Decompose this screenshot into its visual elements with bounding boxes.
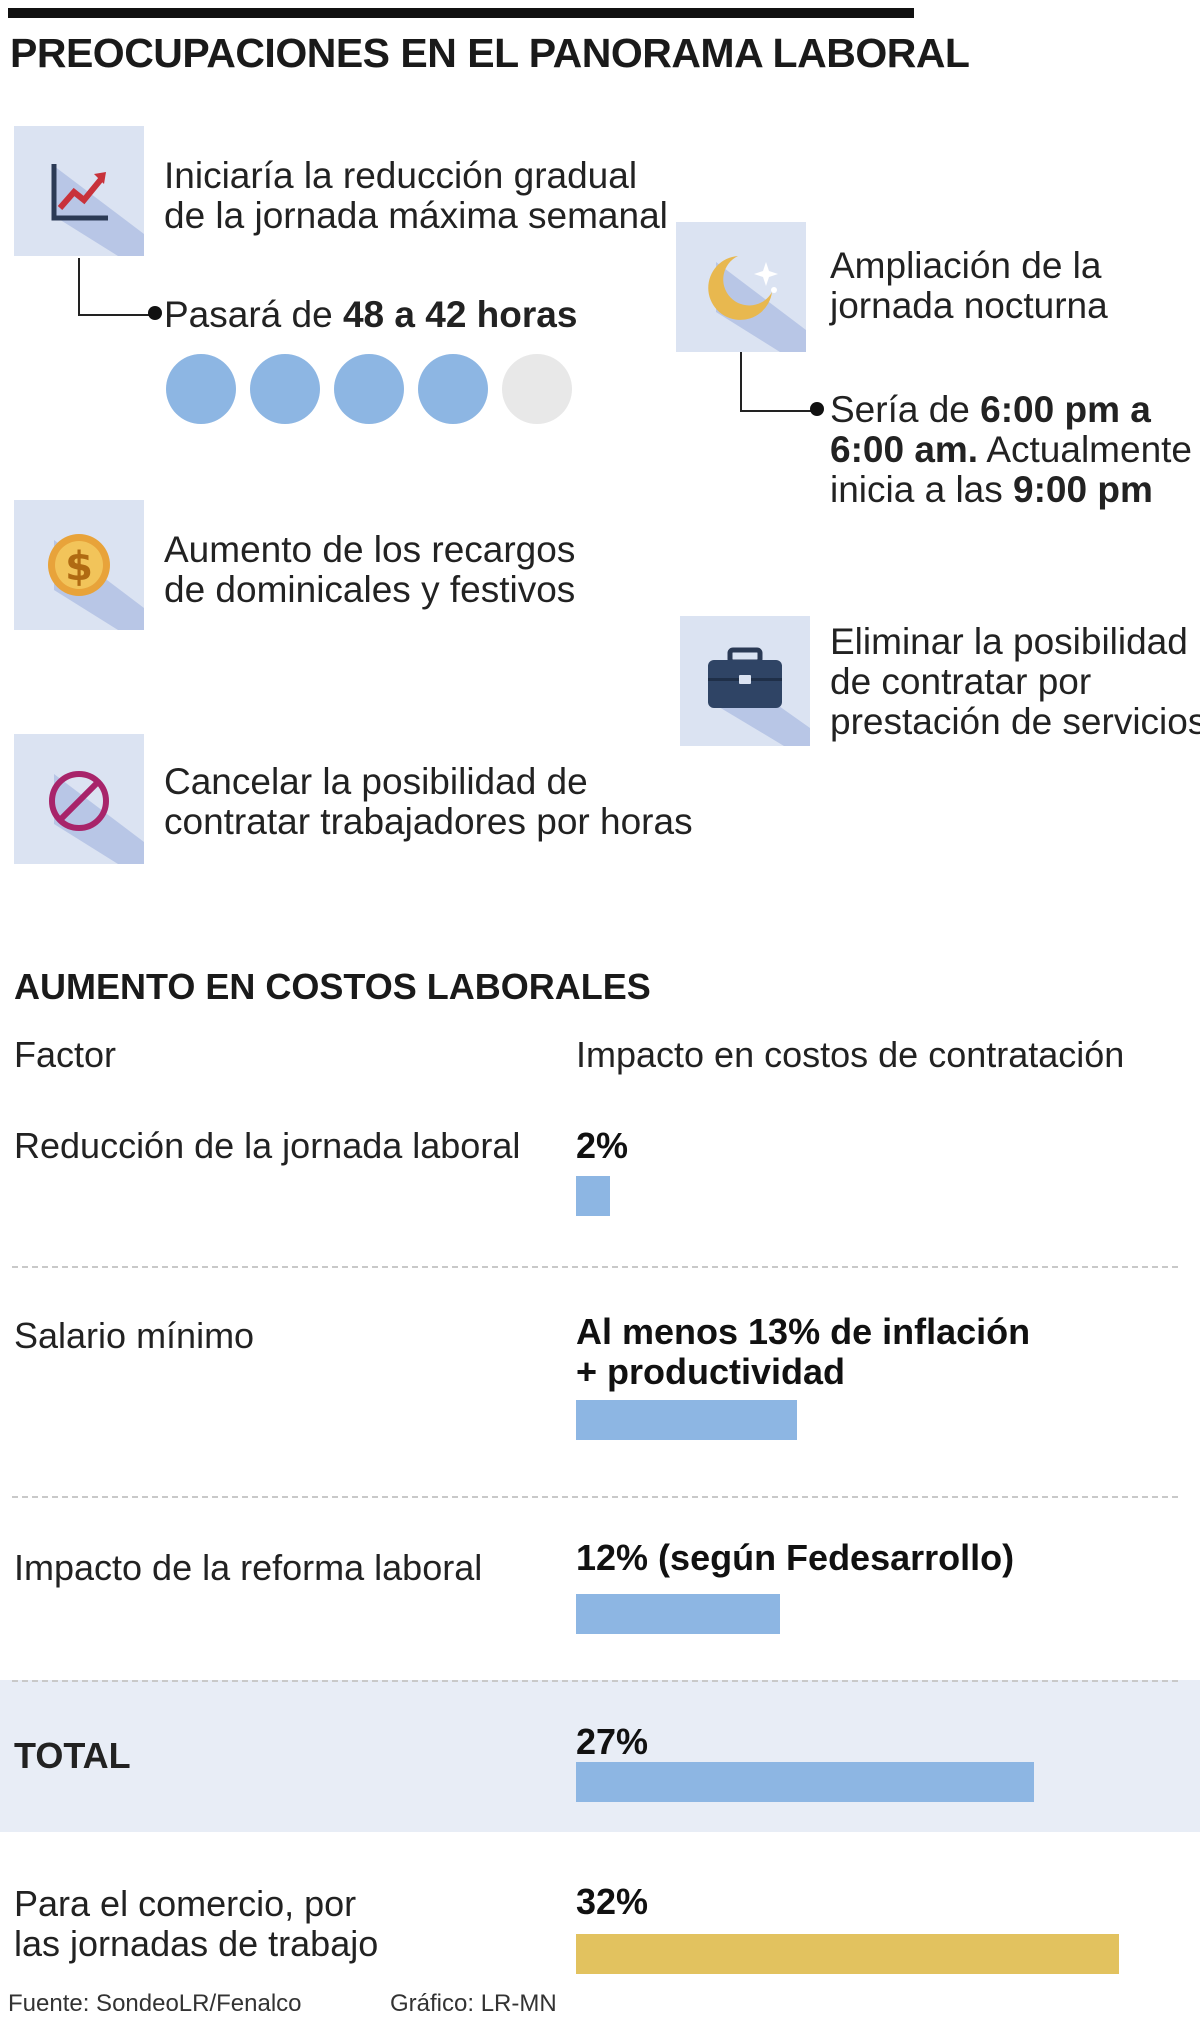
row-value-label: 27% [576,1721,649,1762]
item-1-text: Iniciaría la reducción gradual de la jorn… [164,155,668,236]
briefcase-icon [708,647,782,708]
rising-chart-icon [51,164,108,221]
row-factor-label: Salario mínimo [14,1315,255,1356]
connector-line [78,258,160,316]
bar-total [576,1762,1034,1802]
section-title: AUMENTO EN COSTOS LABORALES [14,966,651,1007]
row-divider [12,1266,1178,1268]
credit-note: Gráfico: LR-MN [390,1990,557,2017]
total-highlight-band [0,1680,1200,1832]
source-note: Fuente: SondeoLR/Fenalco [8,1990,302,2017]
svg-text:$: $ [65,544,93,590]
bar-reduccion-jornada [576,1176,610,1216]
column-header-impact: Impacto en costos de contratación [576,1034,1125,1075]
row-value-label: 12% (según Fedesarrollo) [576,1537,1015,1578]
bullet-dot [148,306,162,320]
row-value-label: 32% [576,1881,649,1922]
dollar-coin-icon-tile: $ [14,500,144,630]
moon-icon-tile [676,222,806,352]
bar-salario-minimo [576,1400,797,1440]
prohibited-icon-tile [14,734,144,864]
hour-dot-empty [502,354,572,424]
hours-dots [166,354,586,430]
bullet-dot [810,402,824,416]
row-divider [12,1496,1178,1498]
row-value-label: Al menos 13% de inflación + productividad [576,1311,1031,1392]
bar-comercio [576,1934,1119,1974]
row-factor-label: Reducción de la jornada laboral [14,1125,521,1166]
row-factor-label: Impacto de la reforma laboral [14,1547,483,1588]
briefcase-icon-tile [680,616,810,746]
night-note: Sería de 6:00 pm a 6:00 am. Actualmente … [830,389,1192,510]
row-factor-label: Para el comercio, por las jornadas de tra… [14,1883,379,1964]
hours-note: Pasará de 48 a 42 horas [164,294,578,335]
row-factor-label: TOTAL [14,1735,131,1776]
top-rule [8,8,914,18]
hour-dot-filled [250,354,320,424]
rising-chart-icon-tile [14,126,144,256]
item-3-text: Aumento de los recargos de dominicales y … [164,529,576,610]
bar-reforma-laboral [576,1594,780,1634]
row-value-label: 2% [576,1125,629,1166]
page-title: PREOCUPACIONES EN EL PANORAMA LABORAL [10,30,970,76]
icon-shadow [54,166,144,256]
dollar-coin-icon: $ [48,534,110,596]
row-divider [12,1680,1178,1682]
hour-dot-filled [418,354,488,424]
moon-icon [708,256,778,320]
item-5-text: Cancelar la posibilidad de contratar trab… [164,761,693,842]
hour-dot-filled [334,354,404,424]
prohibited-icon [49,771,109,831]
item-4-text: Eliminar la posibilidad de contratar por p… [830,621,1200,742]
hour-dot-filled [166,354,236,424]
item-2-text: Ampliación de la jornada nocturna [830,245,1108,326]
column-header-factor: Factor [14,1034,117,1075]
connector-line [740,352,822,412]
